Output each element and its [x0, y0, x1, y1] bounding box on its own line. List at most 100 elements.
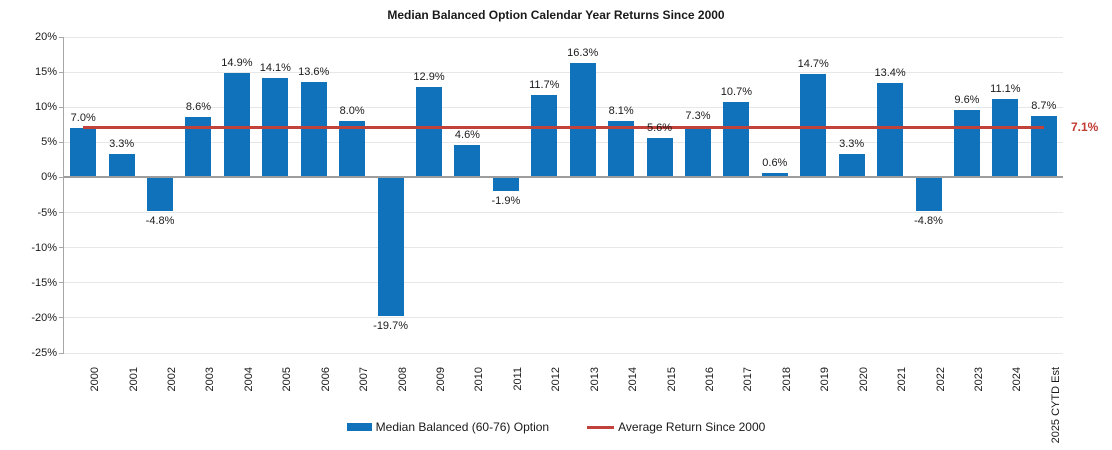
x-axis-label-2003: 2003 [204, 367, 217, 392]
bar-2001 [108, 154, 135, 178]
bar-2000 [70, 128, 97, 178]
gridline-15 [64, 71, 1063, 73]
value-label-2019: 14.7% [797, 58, 829, 71]
value-label-2013: 16.3% [567, 46, 599, 59]
bar-2009 [416, 86, 443, 178]
y-axis-label--20: -20% [31, 311, 57, 324]
y-axis-label--25: -25% [31, 347, 57, 359]
y-axis-label--5: -5% [37, 206, 57, 219]
x-axis-label-2015: 2015 [665, 367, 678, 392]
bar-2012 [531, 95, 558, 178]
y-tick--15 [59, 282, 64, 284]
legend-bar-swatch-icon [346, 423, 372, 431]
y-axis-line [63, 37, 64, 353]
x-axis-label-2005: 2005 [281, 367, 294, 392]
value-label-2003: 8.6% [185, 101, 211, 114]
y-tick-10 [59, 106, 64, 108]
y-tick--5 [59, 212, 64, 214]
x-axis-label-2002: 2002 [166, 367, 179, 392]
x-axis-label-2019: 2019 [819, 367, 832, 392]
x-axis-label-2010: 2010 [473, 367, 486, 392]
zero-axis-line [64, 176, 1063, 179]
y-tick-20 [59, 36, 64, 38]
value-label-2023: 9.6% [954, 94, 980, 107]
value-label-2012: 11.7% [529, 79, 560, 92]
value-label-2024: 11.1% [990, 83, 1021, 96]
bar-2008 [377, 177, 404, 316]
x-axis-label-2021: 2021 [896, 367, 909, 392]
y-tick--20 [59, 317, 64, 319]
bar-2018 [761, 173, 788, 178]
value-label-2011: -1.9% [491, 194, 521, 207]
x-axis-label-2012: 2012 [550, 367, 563, 392]
legend-label-average-return: Average Return Since 2000 [618, 420, 766, 434]
x-axis-label-2011: 2011 [511, 367, 524, 391]
x-axis-label-2013: 2013 [588, 367, 601, 392]
value-label-2017: 10.7% [720, 86, 752, 99]
value-label-2021: 13.4% [874, 67, 906, 80]
value-label-2000: 7.0% [70, 112, 96, 125]
bar-2007 [339, 121, 366, 178]
value-label-2015: 5.6% [647, 122, 673, 135]
value-label-2006: 13.6% [298, 65, 330, 78]
legend-label-median-balanced: Median Balanced (60-76) Option [375, 420, 550, 434]
gridline-5 [64, 141, 1063, 143]
value-label-2007: 8.0% [339, 105, 365, 118]
legend: Median Balanced (60-76) Option Average R… [0, 420, 1112, 434]
bar-2006 [300, 81, 327, 178]
x-axis-label-2022: 2022 [934, 367, 947, 392]
x-axis-label-2004: 2004 [242, 367, 255, 392]
value-label-2002: -4.8% [145, 215, 175, 228]
x-axis-label-2017: 2017 [742, 367, 755, 392]
bar-2022 [915, 177, 942, 212]
y-axis-label-15: 15% [34, 66, 57, 79]
average-line-label: 7.1% [1071, 119, 1099, 134]
x-axis-label-2023: 2023 [972, 367, 985, 392]
y-tick--25 [59, 352, 64, 354]
value-label-2009: 12.9% [413, 70, 445, 83]
y-axis-label-20: 20% [34, 31, 57, 43]
value-label-2025-cytd-est: 8.7% [1031, 100, 1057, 113]
bar-2014 [608, 120, 635, 178]
value-label-2005: 14.1% [259, 62, 291, 75]
bar-2023 [953, 110, 980, 178]
x-axis-label-2001: 2001 [127, 367, 140, 392]
bar-2011 [492, 177, 519, 191]
x-axis-label-2020: 2020 [857, 367, 870, 392]
bar-2017 [723, 102, 750, 178]
y-tick--10 [59, 247, 64, 249]
value-label-2020: 3.3% [839, 138, 865, 151]
x-axis-label-2007: 2007 [358, 367, 371, 392]
bar-2010 [454, 145, 481, 178]
bar-2016 [684, 126, 711, 178]
x-axis-label-2008: 2008 [396, 367, 409, 392]
x-axis-label-2006: 2006 [319, 367, 332, 392]
y-axis-label--10: -10% [31, 241, 57, 254]
bar-2015 [646, 138, 673, 178]
bar-2020 [838, 154, 865, 178]
x-axis-label-2016: 2016 [703, 367, 716, 392]
value-label-2004: 14.9% [221, 56, 253, 69]
x-axis-label-2018: 2018 [780, 367, 793, 392]
y-axis-label-0: 0% [41, 171, 57, 184]
value-label-2010: 4.6% [454, 129, 480, 142]
y-tick-0 [59, 176, 64, 178]
bar-2024 [992, 99, 1019, 178]
y-axis-label--15: -15% [31, 276, 57, 289]
gridline--15 [64, 282, 1063, 284]
chart-title: Median Balanced Option Calendar Year Ret… [387, 8, 725, 22]
gridline-20 [64, 36, 1063, 38]
value-label-2018: 0.6% [762, 157, 788, 170]
gridline--20 [64, 317, 1063, 319]
x-axis-label-2025-cytd-est: 2025 CYTD Est [1049, 367, 1062, 444]
value-label-2022: -4.8% [914, 215, 943, 228]
gridline-10 [64, 106, 1063, 108]
y-axis-label-5: 5% [41, 136, 57, 149]
gridline--25 [64, 352, 1063, 354]
legend-item-average-return: Average Return Since 2000 [587, 420, 765, 434]
bar-2004 [223, 72, 250, 178]
x-axis-label-2014: 2014 [627, 367, 640, 392]
x-axis-label-2009: 2009 [435, 367, 448, 392]
